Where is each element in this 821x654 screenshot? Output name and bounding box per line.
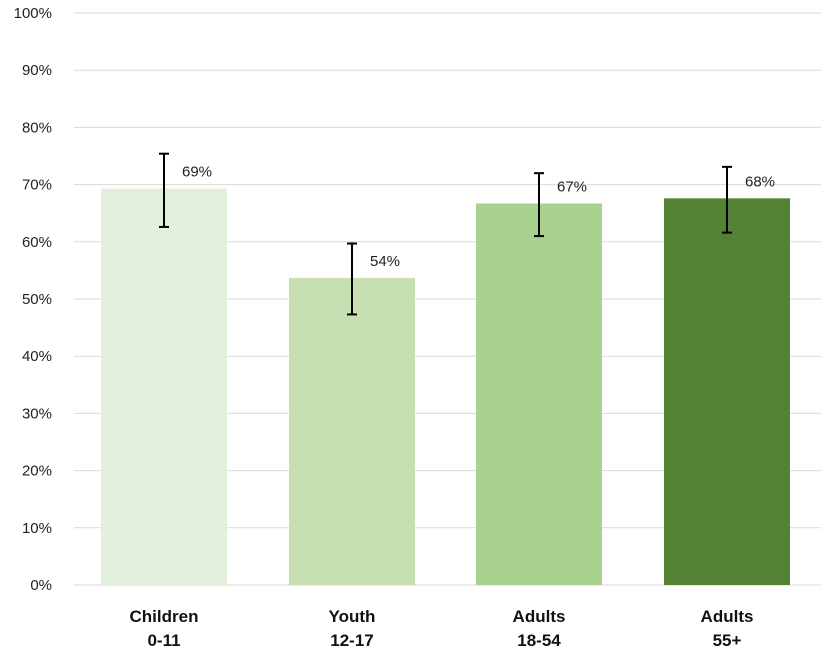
error-bars <box>159 152 732 316</box>
error-bar <box>347 242 357 316</box>
bar <box>289 277 415 585</box>
bar <box>101 188 227 585</box>
y-tick-label: 10% <box>22 520 52 537</box>
y-tick-label: 40% <box>22 348 52 365</box>
category-label-line-2: 55+ <box>713 631 742 650</box>
data-label: 67% <box>557 178 587 195</box>
error-bar <box>159 152 169 228</box>
y-tick-label: 70% <box>22 177 52 194</box>
bars <box>101 188 790 585</box>
y-tick-label: 20% <box>22 463 52 480</box>
data-label: 68% <box>745 173 775 190</box>
category-label-line-1: Adults <box>701 607 754 626</box>
y-axis-tick-labels: 0% 10% 20% 30% 40% 50% 60% 70% 80% 90% 100% <box>14 5 52 594</box>
y-tick-label: 0% <box>30 577 52 594</box>
bar <box>664 198 790 585</box>
y-tick-label: 100% <box>14 5 52 22</box>
y-tick-label: 30% <box>22 405 52 422</box>
error-bar <box>534 172 544 238</box>
bar <box>476 203 602 585</box>
y-tick-label: 80% <box>22 119 52 136</box>
y-tick-label: 60% <box>22 234 52 251</box>
category-label-line-2: 0-11 <box>147 631 180 650</box>
y-tick-label: 50% <box>22 291 52 308</box>
category-label-line-1: Adults <box>513 607 566 626</box>
data-labels: 69% 54% 67% 68% <box>182 164 775 270</box>
y-tick-label: 90% <box>22 62 52 79</box>
x-axis-category-labels: Children 0-11 Youth 12-17 Adults 18-54 Adults 5… <box>130 607 754 650</box>
category-label-line-2: 18-54 <box>517 631 561 650</box>
category-label-line-2: 12-17 <box>330 631 373 650</box>
data-label: 54% <box>370 253 400 270</box>
category-label-line-1: Children <box>130 607 199 626</box>
category-label-line-1: Youth <box>329 607 376 626</box>
data-label: 69% <box>182 164 212 181</box>
error-bar <box>722 165 732 234</box>
